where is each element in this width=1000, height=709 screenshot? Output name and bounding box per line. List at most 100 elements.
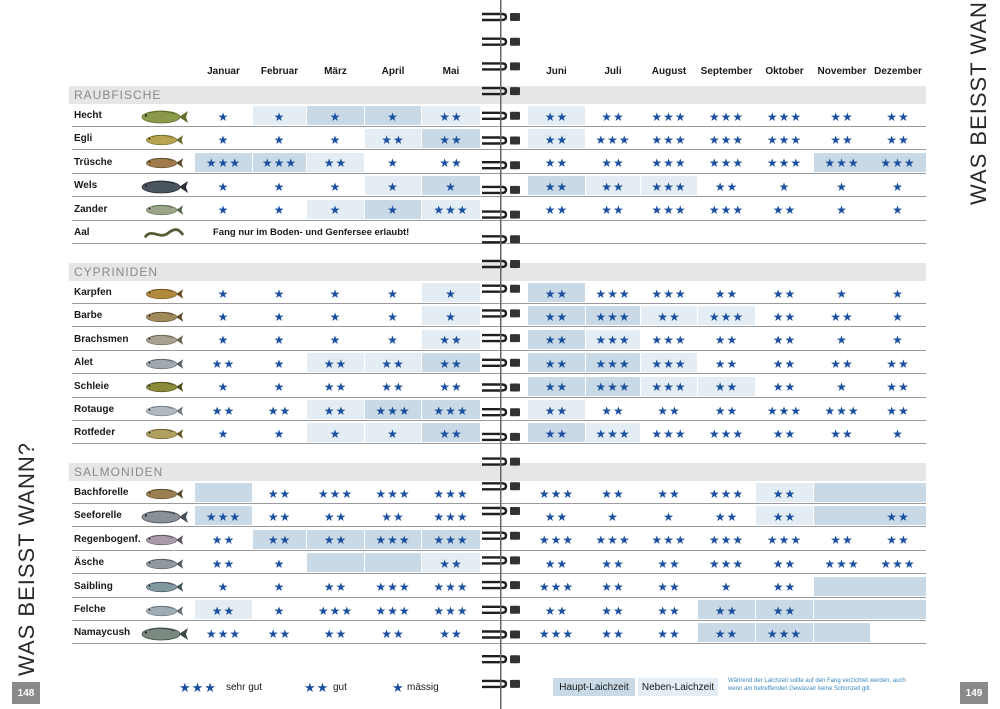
haupt-laichzeit-cell	[307, 553, 364, 573]
binding-hole	[510, 383, 520, 392]
rating-2-star-icon: ★★	[772, 426, 797, 441]
rating-1-star-icon: ★	[892, 203, 904, 218]
haupt-laichzeit-cell	[422, 176, 480, 196]
spiral-loop	[482, 62, 508, 71]
spiral-loop	[482, 210, 508, 219]
rating-3-star-icon: ★★★	[433, 403, 469, 418]
rating-2-star-icon: ★★	[544, 509, 569, 524]
haupt-laichzeit-cell	[528, 176, 585, 196]
rating-2-star-icon: ★★	[323, 403, 348, 418]
rating-3-star-icon: ★★★	[708, 556, 745, 571]
rating-1-star-icon: ★	[836, 286, 848, 301]
row-separator	[72, 149, 926, 151]
haupt-laichzeit-cell	[814, 600, 870, 619]
rating-3-star-icon: ★★★	[651, 179, 687, 194]
rating-2-star-icon: ★★	[714, 403, 739, 418]
rating-2-star-icon: ★★	[830, 109, 854, 124]
neben-laichzeit-cell	[586, 176, 640, 196]
group-header-cypriniden	[69, 263, 926, 281]
rating-1-star-icon: ★	[892, 426, 904, 441]
tench-icon	[144, 379, 184, 400]
spiral-loop	[482, 235, 508, 244]
rating-1-star-icon: ★	[217, 309, 230, 324]
month-header-8: August	[651, 66, 687, 77]
fish-name-regenbogenf-: Regenbogenf.	[74, 533, 141, 545]
binding-hole	[510, 630, 520, 639]
rating-2-star-icon: ★★	[714, 509, 739, 524]
binding-hole	[510, 507, 520, 515]
binding-hole	[510, 161, 520, 170]
rating-3-star-icon: ★★★	[651, 380, 687, 395]
neben-laichzeit-cell	[307, 353, 364, 373]
spiral-loop	[482, 37, 508, 46]
zander-icon	[144, 202, 184, 223]
rating-3-star-icon: ★★★	[595, 356, 631, 371]
chub-icon	[144, 356, 184, 377]
spiral-loop	[482, 86, 508, 96]
binding-hole	[510, 334, 520, 343]
rating-3-star-icon: ★★★	[651, 356, 687, 371]
binding-hole	[510, 111, 520, 120]
neben-laichzeit-cell	[422, 306, 480, 326]
row-separator	[72, 126, 926, 127]
rating-1-star-icon: ★	[387, 426, 399, 441]
rating-2-star-icon: ★★	[267, 533, 292, 548]
rating-2-star-icon: ★★	[439, 426, 463, 441]
rating-2-star-icon: ★★	[267, 486, 292, 501]
spiral-loop	[482, 630, 508, 639]
binding-hole	[510, 309, 520, 318]
whitefish-icon	[144, 603, 184, 624]
fish-name-rotauge: Rotauge	[74, 404, 114, 415]
rating-2-star-icon: ★★	[323, 509, 348, 524]
rating-1-star-icon: ★	[217, 426, 230, 441]
spiral-binding	[482, 0, 520, 709]
rating-3-star-icon: ★★★	[375, 486, 411, 501]
rating-3-star-icon: ★★★	[824, 156, 860, 171]
rating-2-star-icon: ★★	[544, 179, 569, 194]
rating-2-star-icon: ★★	[657, 580, 681, 595]
rating-3-star-icon: ★★★	[880, 556, 916, 571]
fish-name-brachsmen: Brachsmen	[74, 333, 129, 345]
rating-2-star-icon: ★★	[323, 156, 348, 171]
rating-2-star-icon: ★★	[772, 380, 797, 395]
rating-1-star-icon: ★	[892, 179, 904, 194]
haupt-laichzeit-cell	[756, 623, 813, 643]
rating-2-star-icon: ★★	[544, 603, 569, 618]
rating-2-star-icon: ★★	[886, 109, 910, 124]
rating-1-star-icon: ★	[217, 580, 230, 595]
haupt-laichzeit-cell	[814, 506, 870, 526]
page-gutter	[500, 0, 502, 709]
spiral-loop	[482, 679, 508, 689]
spiral-loop	[482, 605, 508, 614]
fish-name-schleie: Schleie	[74, 380, 110, 392]
rudd-icon	[144, 426, 184, 447]
fish-name-aal: Aal	[74, 227, 90, 238]
rating-2-star-icon: ★★	[544, 203, 569, 218]
haupt-laichzeit-cell	[814, 623, 870, 643]
rating-2-star-icon: ★★	[772, 556, 797, 571]
rating-3-star-icon: ★★★	[595, 132, 631, 147]
group-label-cypriniden: CYPRINIDEN	[74, 265, 159, 279]
rating-1-star-icon: ★	[273, 426, 286, 441]
pike-icon	[136, 107, 192, 132]
rating-2-star-icon: ★★	[381, 356, 405, 371]
haupt-laichzeit-cell	[698, 600, 755, 619]
namaycush-icon	[136, 624, 192, 649]
rating-1-star-icon: ★	[663, 509, 675, 524]
rating-2-star-icon: ★★	[439, 556, 463, 571]
rating-3-star-icon: ★★★	[651, 132, 687, 147]
rating-2-star-icon: ★★	[601, 603, 625, 618]
rating-2-star-icon: ★★	[772, 309, 797, 324]
rating-2-star-icon: ★★	[772, 333, 797, 348]
haupt-laichzeit-cell	[422, 353, 480, 373]
spiral-loop	[482, 580, 508, 590]
spiral-loop	[482, 259, 508, 269]
rating-1-star-icon: ★	[387, 179, 399, 194]
rating-2-star-icon: ★★	[544, 333, 569, 348]
rating-3-star-icon: ★★★	[651, 286, 687, 301]
row-separator	[72, 303, 926, 304]
rating-3-star-icon: ★★★	[651, 109, 687, 124]
rating-2-star-icon: ★★	[830, 533, 854, 548]
neben-laichzeit-cell	[528, 106, 585, 125]
binding-hole	[510, 679, 520, 688]
